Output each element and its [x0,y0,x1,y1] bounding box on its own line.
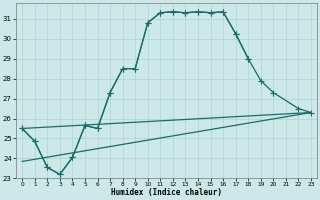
X-axis label: Humidex (Indice chaleur): Humidex (Indice chaleur) [111,188,222,197]
